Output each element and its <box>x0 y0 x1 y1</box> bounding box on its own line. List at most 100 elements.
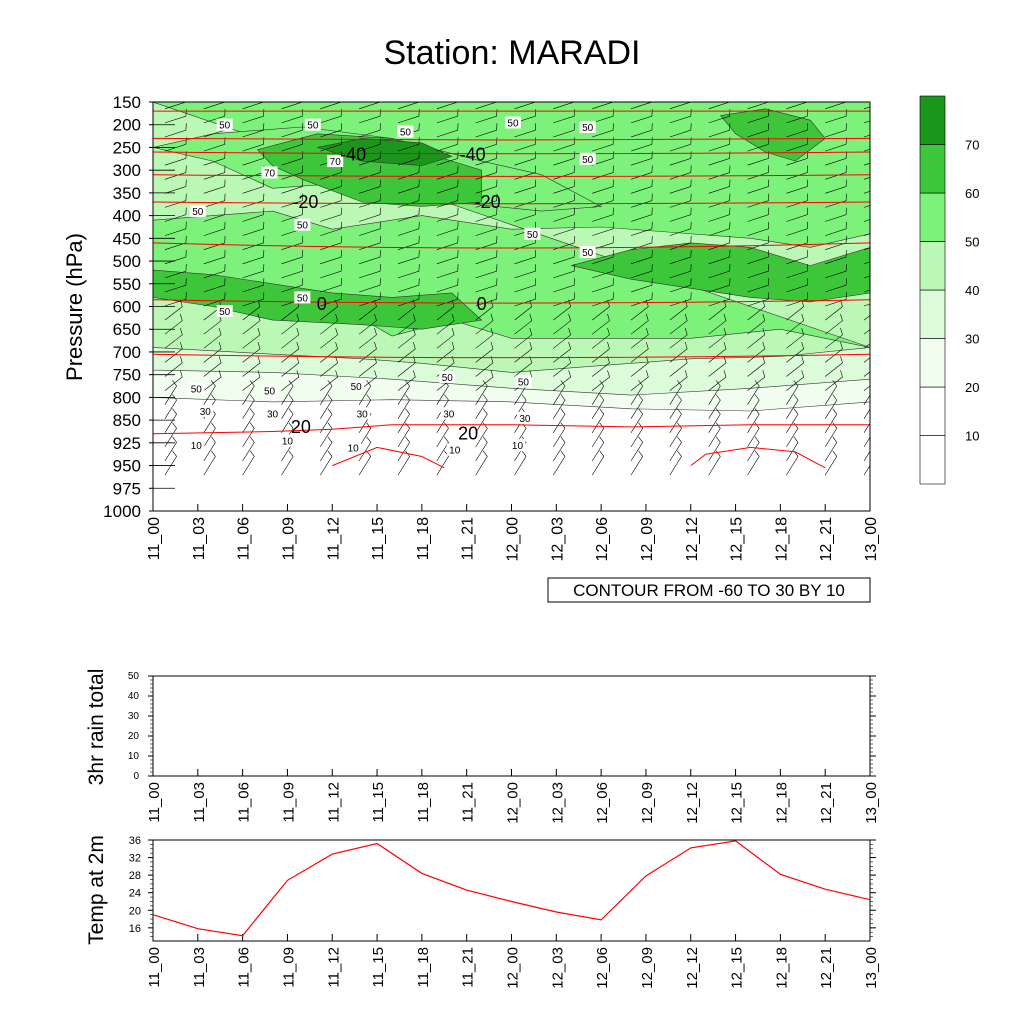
wind-barb-240 <box>630 264 653 279</box>
wind-barb-125 <box>592 179 614 194</box>
wind-barb-394 <box>708 370 727 391</box>
wind-barb-477 <box>242 436 255 462</box>
speed-label-text: 70 <box>264 168 276 179</box>
wind-barb-407 <box>475 380 488 405</box>
wind-barb-101 <box>397 165 420 180</box>
speed-label-text: 30 <box>267 409 279 420</box>
wind-barb-355 <box>669 342 688 363</box>
wind-barb-126 <box>630 179 653 194</box>
main-time-label-10: 12_06 <box>594 517 611 562</box>
speed-label-bg <box>279 434 296 447</box>
wind-barb-127 <box>669 179 692 194</box>
speed-label-6: 70 <box>327 155 344 168</box>
wind-barb-362 <box>203 356 222 377</box>
speed-label-8: 50 <box>189 205 206 218</box>
wind-barb-483 <box>475 436 488 462</box>
wind-barb-425 <box>436 394 449 419</box>
wind-barb-491 <box>786 436 799 462</box>
chart-title: Station: MARADI <box>384 34 641 72</box>
wind-barb-98 <box>281 165 304 180</box>
wind-barb-143 <box>553 193 575 208</box>
wind-barb-295 <box>553 299 572 321</box>
wind-barb-396 <box>786 370 805 391</box>
wind-barb-232 <box>320 264 342 279</box>
temp-axes: 16 20 24 28 32 36 11_00 11_03 11_06 11_09 11_12 11_… <box>129 835 880 989</box>
temp-time-label-15: 12_21 <box>818 947 835 989</box>
pressure-label-6: 450 <box>113 229 141 248</box>
speed-label-text: 50 <box>507 118 519 129</box>
temperature-label-7: 20 <box>458 424 478 444</box>
wind-barb-147 <box>708 193 731 208</box>
wind-barb-326 <box>281 328 300 349</box>
wind-barb-346 <box>320 342 338 363</box>
rain-time-label-8: 12_00 <box>505 782 522 824</box>
wind-barb-114 <box>164 179 187 194</box>
temp-time-label-11: 12_09 <box>639 947 656 989</box>
rain-time-label-5: 11_15 <box>370 782 387 823</box>
wind-barb-192 <box>242 235 265 250</box>
wind-barb-230 <box>242 264 265 279</box>
speed-label-23: 30 <box>516 411 533 425</box>
temp-time-label-2: 11_06 <box>236 947 253 988</box>
wind-barb-336 <box>669 328 688 349</box>
wind-barb-417 <box>863 394 870 405</box>
wind-barb-172 <box>203 221 226 236</box>
wind-barb-292 <box>436 299 455 321</box>
temperature-contour-layer <box>153 110 870 469</box>
rain-axis-title: 3hr rain total <box>85 669 108 786</box>
wind-barb-489 <box>708 436 721 462</box>
pressure-label-15: 925 <box>113 434 141 453</box>
wind-barb-347 <box>358 342 377 363</box>
wind-barb-176 <box>359 221 381 236</box>
wind-barb-466 <box>553 422 566 448</box>
wind-barb-211 <box>242 249 265 265</box>
main-time-label-1: 11_03 <box>191 517 208 560</box>
wind-barb-14 <box>708 102 730 110</box>
wind-barb-193 <box>281 235 304 250</box>
wind-barb-495 <box>203 450 216 476</box>
wind-barb-475 <box>164 436 177 462</box>
wind-barb-445 <box>475 408 488 433</box>
temperature-contour-30-0 <box>332 446 445 469</box>
wind-barb-144 <box>592 193 614 208</box>
temperature-contour-line-4 <box>153 201 870 205</box>
main-time-label-4: 11_12 <box>325 517 342 560</box>
wind-barb-412 <box>669 380 682 405</box>
wind-barb-273 <box>436 292 459 307</box>
wind-barb-251 <box>320 278 342 293</box>
wind-barb-414 <box>747 380 760 405</box>
wind-barb-111 <box>786 165 808 180</box>
wind-barb-380 <box>164 370 183 391</box>
wind-barb-505 <box>591 450 605 476</box>
main-time-label-5: 11_15 <box>370 517 387 560</box>
wind-barb-135 <box>242 193 265 208</box>
wind-barb-182 <box>592 221 614 236</box>
wind-barb-77 <box>203 151 226 166</box>
temp-time-label-13: 12_15 <box>729 947 746 989</box>
wind-barb-302 <box>825 299 843 321</box>
temperature-contour-30-1 <box>690 446 826 469</box>
wind-barb-212 <box>281 249 304 265</box>
wind-barb-418 <box>164 394 177 419</box>
main-time-label-15: 12_21 <box>818 517 835 562</box>
wind-barb-40 <box>242 123 265 138</box>
speed-label-25: 10 <box>279 434 296 448</box>
wind-barb-452 <box>747 408 760 433</box>
speed-label-24: 10 <box>188 439 205 452</box>
temp-time-label-9: 12_03 <box>549 947 566 989</box>
wind-barb-103 <box>475 165 498 180</box>
wind-barb-409 <box>553 380 566 405</box>
wind-barb-275 <box>514 292 537 307</box>
wind-barb-218 <box>514 249 537 265</box>
wind-barb-384 <box>320 370 338 391</box>
speed-label-4: 50 <box>579 120 596 134</box>
wind-barb-339 <box>786 328 805 349</box>
wind-barb-415 <box>786 380 799 405</box>
wind-barb-254 <box>436 278 459 293</box>
wind-barb-439 <box>242 408 255 433</box>
wind-barb-358 <box>786 342 805 363</box>
wind-barb-99 <box>320 165 342 180</box>
wind-barb-282 <box>786 292 808 307</box>
wind-barb-121 <box>436 179 459 194</box>
wind-barb-1 <box>203 102 226 110</box>
